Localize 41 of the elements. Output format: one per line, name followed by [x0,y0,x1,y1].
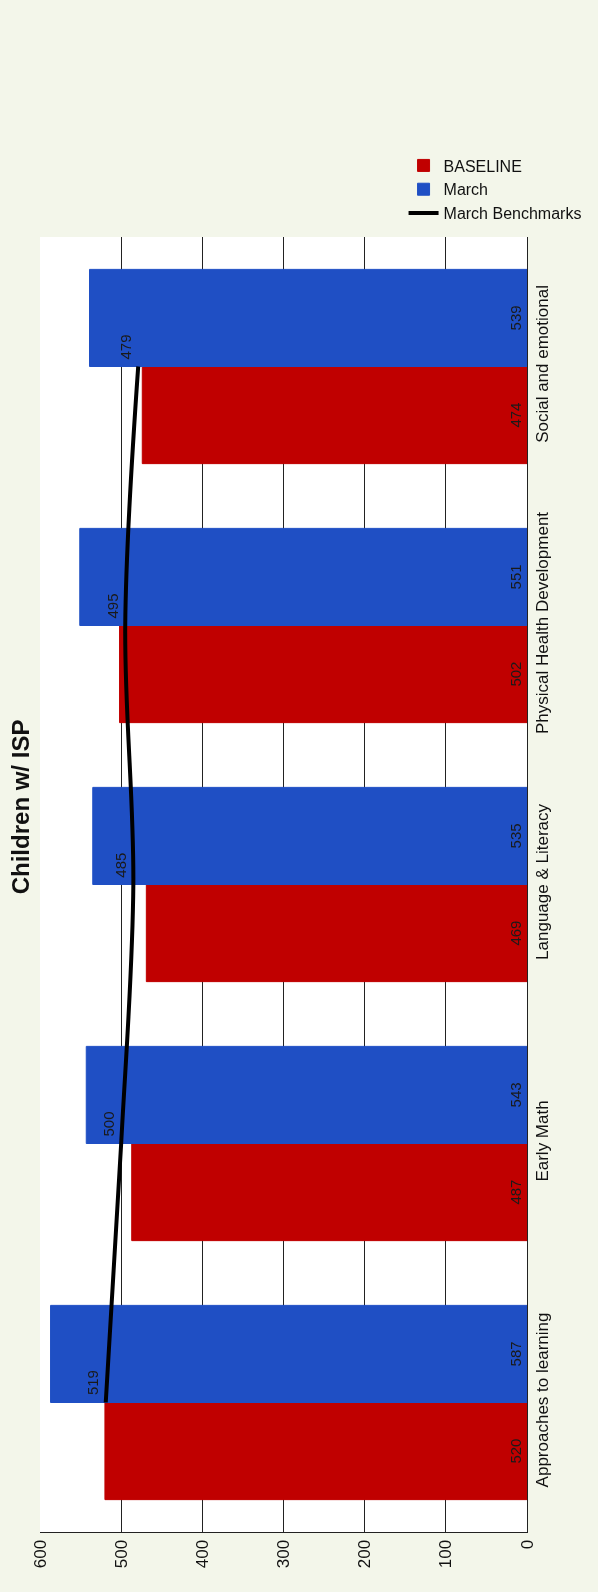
data-label: 495 [103,593,121,619]
bar [79,527,527,626]
bar [104,1402,527,1501]
bar [131,1143,527,1242]
data-label: 487 [507,1179,524,1205]
y-tick-label: Early Math [533,1100,553,1182]
data-label: 519 [84,1370,102,1396]
bar [141,366,527,465]
y-tick-label: Approaches to learning [533,1312,553,1488]
y-tick-label: Physical Health Development [533,511,553,734]
data-label: 539 [507,305,524,331]
x-tick-label: 300 [274,1539,294,1569]
x-tick-label: 400 [192,1539,212,1569]
data-label: 543 [507,1082,524,1108]
data-label: 469 [507,920,524,946]
data-label: 587 [507,1341,524,1367]
data-label: 474 [507,402,524,428]
x-tick-label: 200 [355,1539,375,1569]
legend-label: BASELINE [443,157,522,175]
y-tick-label: Language & Literacy [533,803,553,960]
data-label: 520 [507,1438,524,1464]
data-label: 485 [112,852,130,878]
data-label: 479 [116,334,134,360]
bar [119,625,527,724]
bar [85,1045,527,1144]
data-label: 535 [507,823,524,849]
x-tick-label: 600 [30,1539,50,1569]
legend-label: March Benchmarks [443,205,582,223]
x-tick-label: 500 [111,1539,131,1569]
text: Children w/ ISP [6,719,34,895]
legend-label: March [443,181,489,199]
x-tick-label: 0 [517,1539,537,1550]
y-tick-label: Social and emotional [533,285,553,443]
data-label: 500 [99,1111,117,1137]
bar [145,884,527,983]
x-tick-label: 100 [436,1539,456,1569]
bar [50,1304,527,1403]
bar [89,268,527,367]
data-label: 502 [507,661,524,687]
bar [92,786,527,885]
data-label: 551 [507,564,524,590]
